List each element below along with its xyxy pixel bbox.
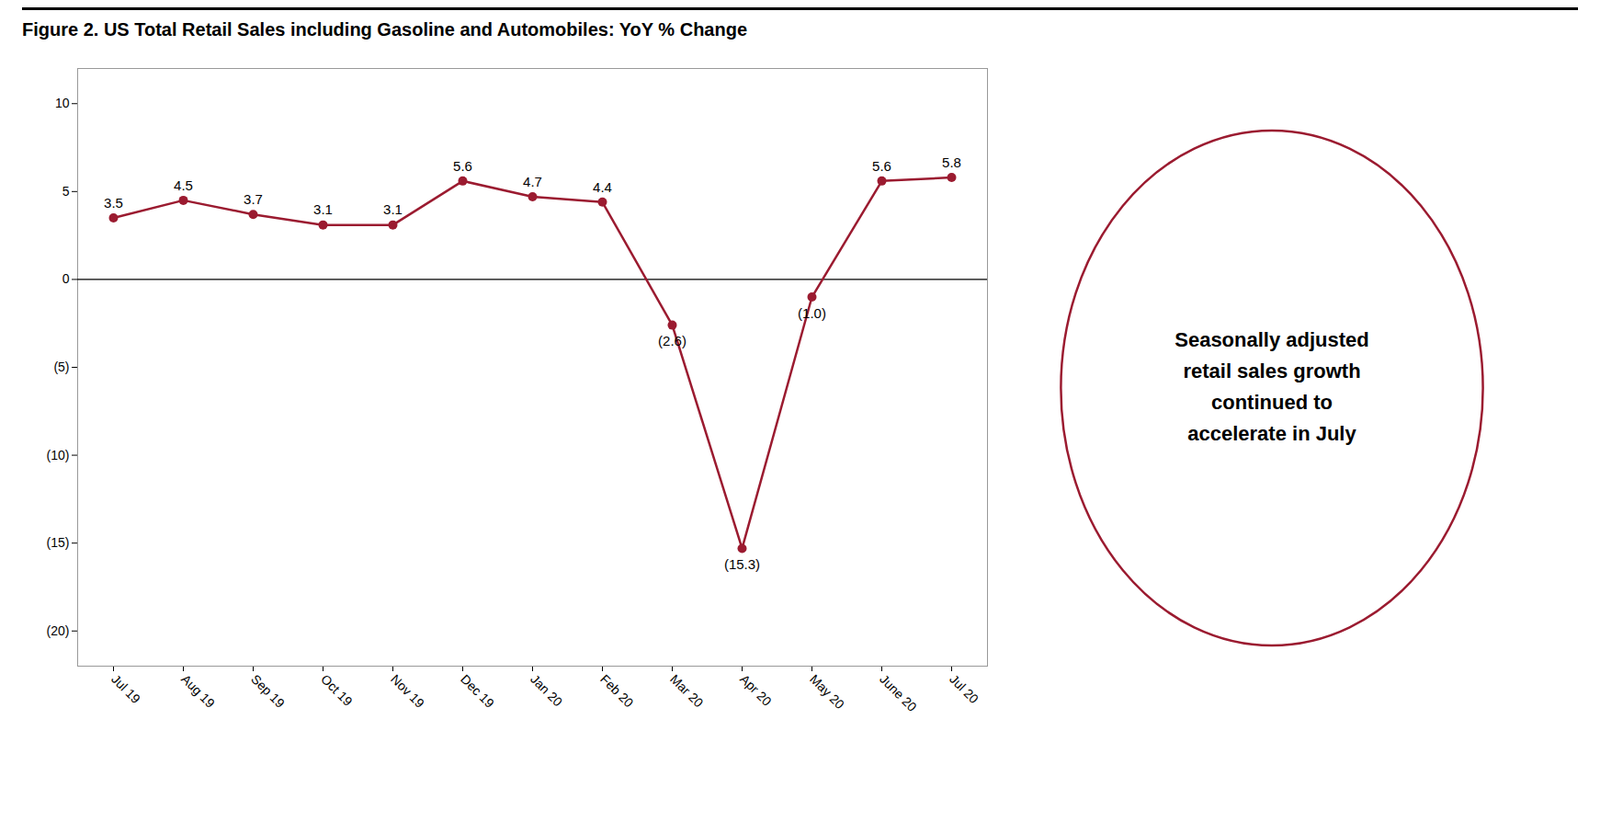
svg-text:5: 5 (62, 183, 70, 199)
svg-text:Oct 19: Oct 19 (317, 670, 356, 709)
svg-text:5.6: 5.6 (872, 158, 892, 174)
svg-text:Jul 19: Jul 19 (108, 670, 144, 706)
svg-text:(15): (15) (46, 534, 70, 550)
svg-text:May 20: May 20 (806, 670, 848, 712)
svg-text:3.7: 3.7 (243, 191, 263, 207)
svg-text:(10): (10) (46, 447, 70, 463)
svg-text:3.1: 3.1 (383, 201, 403, 217)
html-text:Figure 2. US Total Retail Sale: Figure 2. US Total Retail Sales includin… (22, 19, 748, 40)
svg-text:Nov 19: Nov 19 (387, 670, 428, 711)
svg-text:3.1: 3.1 (313, 201, 333, 217)
svg-text:4.7: 4.7 (522, 173, 543, 190)
svg-text:10: 10 (55, 95, 70, 111)
svg-text:Feb 20: Feb 20 (597, 670, 636, 710)
svg-text:4.5: 4.5 (173, 177, 193, 193)
svg-text:June 20: June 20 (876, 670, 920, 715)
svg-text:Apr 20: Apr 20 (737, 670, 775, 709)
svg-text:Mar 20: Mar 20 (667, 670, 706, 710)
svg-text:Jan 20: Jan 20 (527, 670, 566, 709)
svg-text:5.8: 5.8 (941, 154, 962, 171)
svg-text:Aug 19: Aug 19 (178, 670, 218, 711)
svg-text:(20): (20) (46, 623, 70, 638)
svg-text:Sep 19: Sep 19 (248, 670, 288, 711)
svg-text:0: 0 (62, 271, 70, 286)
svg-text:3.5: 3.5 (103, 194, 124, 211)
svg-text:(1.0): (1.0) (797, 305, 827, 321)
svg-text:Jul 20: Jul 20 (946, 670, 982, 706)
svg-text:Dec 19: Dec 19 (457, 670, 498, 711)
svg-text:(2.6): (2.6) (658, 332, 687, 349)
svg-text:5.6: 5.6 (453, 158, 473, 174)
svg-text:(5): (5) (53, 359, 69, 375)
svg-text:(15.3): (15.3) (724, 556, 761, 572)
svg-text:4.4: 4.4 (592, 179, 613, 195)
svg-text:Seasonally adjustedretail sale: Seasonally adjustedretail sales growthco… (1174, 328, 1370, 445)
